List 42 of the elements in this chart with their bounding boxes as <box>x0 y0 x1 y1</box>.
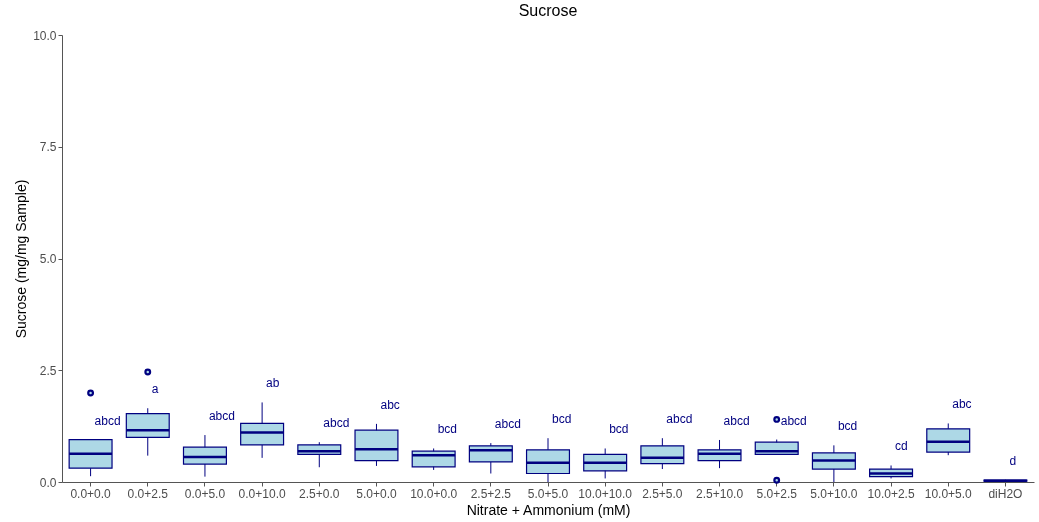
annotation: abcd <box>723 413 750 428</box>
x-axis-title: Nitrate + Ammonium (mM) <box>466 501 631 518</box>
annotation: bcd <box>437 422 458 437</box>
y-tick-label: 7.5 <box>39 140 57 155</box>
x-tick-label: 10.0+0.0 <box>410 486 458 501</box>
x-tick-label: 2.5+5.0 <box>642 486 683 501</box>
x-tick-label: 0.0+0.0 <box>70 486 112 501</box>
annotation: bcd <box>552 412 572 427</box>
annotation: abcd <box>208 409 235 424</box>
y-tick-label: 10.0 <box>33 28 57 43</box>
annotation: abc <box>952 397 972 412</box>
y-tick-label: 2.5 <box>39 363 57 378</box>
x-tick-label: 5.0+0.0 <box>356 486 397 501</box>
x-tick-label: 0.0+5.0 <box>184 486 226 501</box>
x-tick-label: 0.0+10.0 <box>238 486 286 501</box>
annotation: cd <box>895 439 908 454</box>
x-tick-label: 2.5+10.0 <box>696 486 744 501</box>
chart-title: Sucrose <box>518 2 578 19</box>
x-tick-label: 2.5+0.0 <box>299 486 340 501</box>
annotation: abcd <box>494 417 521 432</box>
y-tick-label: 5.0 <box>39 252 57 266</box>
annotation: abcd <box>666 412 693 427</box>
y-tick-label: 0.0 <box>39 475 57 490</box>
annotation: abcd <box>94 413 121 428</box>
annotation: bcd <box>609 422 629 437</box>
annotation: abcd <box>323 416 350 431</box>
x-tick-label: 10.0+2.5 <box>867 486 915 501</box>
x-tick-label: 5.0+5.0 <box>527 486 569 501</box>
x-tick-label: 5.0+10.0 <box>810 486 858 501</box>
annotation: bcd <box>837 419 858 434</box>
annotation: ab <box>266 376 280 391</box>
y-axis-title: Sucrose (mg/mg Sample) <box>13 179 30 339</box>
x-tick-label: 0.0+2.5 <box>127 486 169 501</box>
annotation: abcd <box>780 413 807 428</box>
x-tick-label: 10.0+10.0 <box>578 486 633 501</box>
annotation: d <box>1009 453 1017 468</box>
x-tick-label: 10.0+5.0 <box>924 486 973 501</box>
x-tick-label: 2.5+2.5 <box>470 486 512 501</box>
x-tick-label: 5.0+2.5 <box>756 486 798 501</box>
annotation: a <box>151 382 159 397</box>
x-tick-label: diH2O <box>988 486 1023 501</box>
annotation: abc <box>380 397 400 412</box>
